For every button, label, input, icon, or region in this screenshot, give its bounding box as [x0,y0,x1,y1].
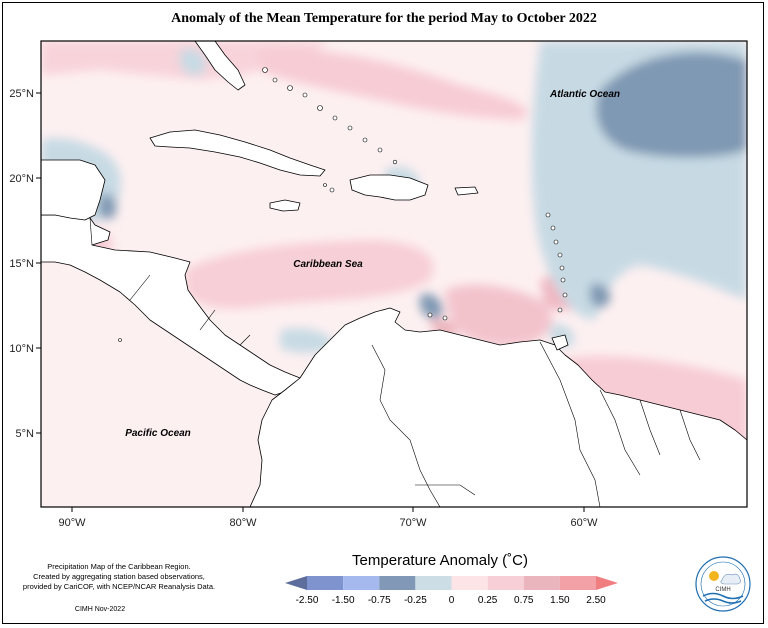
lon-label: 80°W [229,517,257,529]
map-border [40,40,748,508]
legend-tick-label: 0.25 [478,595,498,606]
legend-color-cell [559,576,596,590]
note-line: provided by CariCOF, with NCEP/NCAR Rean… [22,582,216,591]
legend-color-cell [523,576,560,590]
cimh-logo: CIMH [695,556,751,612]
land-jamaica [269,199,301,212]
credit-text: CIMH Nov-2022 [74,606,126,613]
land-florida [194,41,246,91]
legend-tick-label: 0 [449,595,455,606]
land-hispaniola [349,174,429,201]
source-note: Precipitation Map of the Caribbean Regio… [14,562,224,592]
legend-color-cell [451,576,488,590]
map-title: Anomaly of the Mean Temperature for the … [171,11,597,26]
land-trinidad [551,334,569,351]
small-islands [118,67,568,342]
atlantic-ocean-label: Atlantic Ocean [549,89,620,100]
legend-color-cell [343,576,380,590]
land-yucatan [41,159,106,221]
legend-color-cell [596,576,618,590]
latitude-axis: 25°N 20°N 15°N 10°N 5°N [9,88,41,440]
legend-tick-label: 1.50 [550,595,570,606]
country-borders [41,215,701,507]
logo-text: CIMH [715,587,730,593]
anomaly-region-cool [180,48,206,76]
legend-title: Temperature Anomaly (˚C) [352,552,528,569]
legend-tick-label: -0.25 [404,595,427,606]
anomaly-region-warm [445,284,552,347]
pacific-ocean-label: Pacific Ocean [125,428,191,439]
legend-color-cell [379,576,416,590]
legend-color-cell [307,576,344,590]
lon-label: 70°W [399,517,427,529]
lat-label: 25°N [9,88,34,100]
cloud-icon [720,573,741,585]
wave-icon [702,592,744,600]
legend-tick-label: -0.75 [368,595,391,606]
legend-tick-label: -2.50 [296,595,319,606]
lon-label: 60°W [570,517,598,529]
legend-colorbar [285,576,618,590]
lat-label: 5°N [16,428,35,440]
sun-icon [709,571,719,581]
anomaly-region-cool [280,328,335,353]
note-line: Created by aggregating station based obs… [33,572,205,581]
land-cuba [149,129,326,177]
note-line: Precipitation Map of the Caribbean Regio… [47,562,191,571]
land-central-america [41,214,301,396]
legend-tick-label: -1.50 [332,595,355,606]
land-puerto-rico [454,186,479,196]
caribbean-sea-label: Caribbean Sea [293,259,363,270]
legend-tick-label: 2.50 [586,595,606,606]
lon-label: 90°W [58,517,86,529]
longitude-axis: 90°W 80°W 70°W 60°W [58,507,598,529]
anomaly-region-cool [596,52,747,158]
lat-label: 15°N [9,258,34,270]
anomaly-region-cool [98,193,117,220]
legend-tick-label: 0.75 [514,595,534,606]
legend-color-cell [285,576,307,590]
lat-label: 10°N [9,343,34,355]
land-masses [41,41,747,507]
land-south-america [249,307,747,507]
anomaly-region-cool [590,283,611,308]
legend-color-cell [487,576,524,590]
anomaly-region-cool [420,293,443,319]
anomaly-region-warm [185,240,434,309]
anomaly-region-warm [260,48,528,120]
legend-color-cell [415,576,452,590]
legend-tick-labels: -2.50 -1.50 -0.75 -0.25 0 0.25 0.75 1.50 2.50 [296,595,607,606]
lat-label: 20°N [9,173,34,185]
anomaly-field [41,41,747,507]
